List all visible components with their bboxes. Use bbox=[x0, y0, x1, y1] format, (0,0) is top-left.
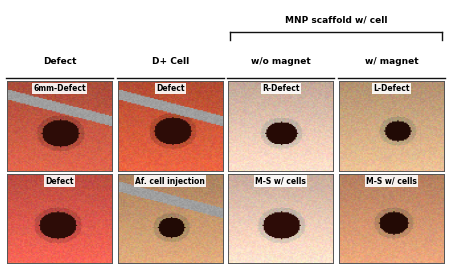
Text: w/ magnet: w/ magnet bbox=[365, 57, 418, 66]
Text: M-S w/ cells: M-S w/ cells bbox=[366, 177, 417, 185]
Text: MNP scaffold w/ cell: MNP scaffold w/ cell bbox=[285, 15, 387, 24]
Text: Defect: Defect bbox=[43, 57, 76, 66]
Text: w/o magnet: w/o magnet bbox=[251, 57, 311, 66]
Text: R-Defect: R-Defect bbox=[262, 84, 299, 93]
Text: 6mm-Defect: 6mm-Defect bbox=[34, 84, 86, 93]
Text: D+ Cell: D+ Cell bbox=[152, 57, 189, 66]
Text: M-S w/ cells: M-S w/ cells bbox=[255, 177, 306, 185]
Text: Af. cell injection: Af. cell injection bbox=[136, 177, 205, 185]
Text: Defect: Defect bbox=[45, 177, 74, 185]
Text: Defect: Defect bbox=[156, 84, 185, 93]
Text: L-Defect: L-Defect bbox=[373, 84, 410, 93]
